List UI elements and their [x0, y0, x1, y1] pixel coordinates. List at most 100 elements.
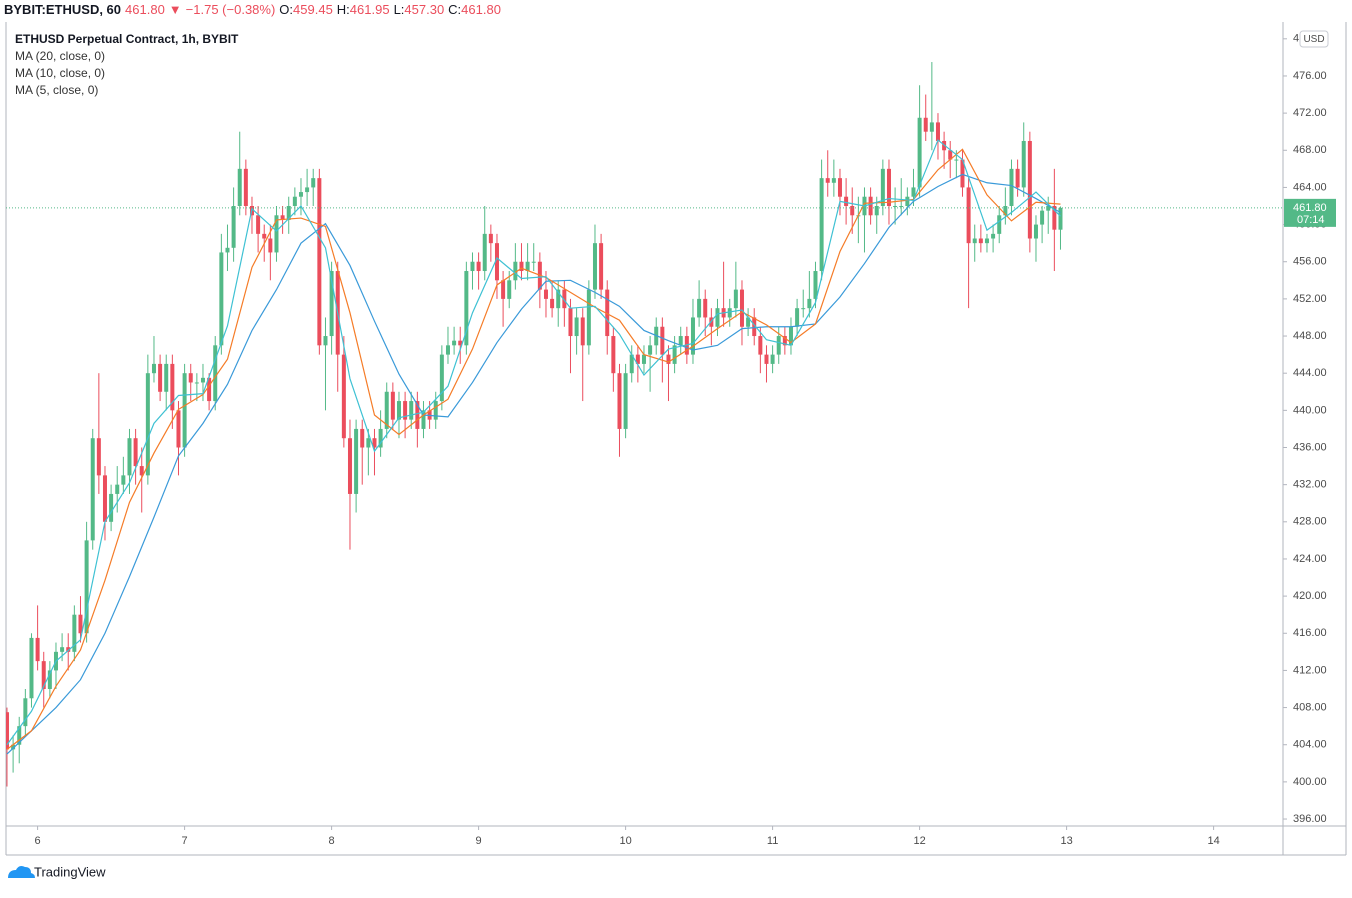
candle-body: [268, 238, 273, 253]
candle-body: [672, 345, 677, 364]
candle-body: [678, 336, 683, 346]
candle-body: [11, 744, 16, 750]
candle-body: [586, 289, 591, 346]
candle-body: [96, 438, 101, 476]
candle-body: [801, 308, 806, 310]
candle-body: [274, 215, 279, 253]
candle-body: [188, 373, 193, 383]
x-tick-label: 9: [476, 835, 482, 847]
x-tick-label: 7: [182, 835, 188, 847]
candle-body: [458, 340, 463, 346]
ohlc-value: 457.30: [404, 2, 445, 17]
candle-body: [84, 540, 89, 634]
candle-body: [1033, 224, 1038, 239]
candle-body: [360, 428, 365, 448]
candle-body: [917, 117, 922, 188]
chart-title: ETHUSD Perpetual Contract, 1h, BYBIT: [15, 32, 239, 46]
ohlc-value: 461.95: [349, 2, 390, 17]
candle-body: [752, 317, 757, 337]
candle-body: [911, 187, 916, 197]
candle-body: [874, 206, 879, 216]
candle-body: [1027, 140, 1032, 239]
candle-body: [966, 187, 971, 244]
candle-body: [23, 698, 28, 727]
y-tick-label: 436.00: [1293, 441, 1327, 453]
y-tick-label: 464.00: [1293, 181, 1327, 193]
candle-body: [127, 438, 132, 476]
candle-body: [133, 438, 138, 467]
last-price: 461.80: [125, 2, 165, 17]
candle-body: [1015, 168, 1020, 188]
candle-body: [494, 243, 499, 281]
y-tick-label: 424.00: [1293, 553, 1327, 565]
candle-body: [807, 298, 812, 309]
candle-body: [445, 345, 450, 355]
y-tick-label: 396.00: [1293, 813, 1327, 825]
candle-body: [78, 614, 83, 634]
candle-body: [935, 122, 940, 141]
ohlc-label: H:: [336, 2, 350, 17]
y-tick-label: 476.00: [1293, 70, 1327, 82]
candle-body: [1052, 206, 1057, 230]
candle-body: [145, 373, 150, 476]
candle-body: [697, 298, 702, 318]
ma-line: [6, 148, 1061, 750]
currency-badge[interactable]: [1299, 30, 1329, 48]
candle-body: [72, 614, 77, 652]
candle-body: [311, 178, 316, 188]
candle-body: [776, 336, 781, 355]
x-tick-label: 12: [913, 835, 925, 847]
candle-body: [592, 243, 597, 290]
candle-body: [948, 150, 953, 160]
candle-body: [758, 336, 763, 355]
candle-body: [286, 206, 291, 220]
candle-body: [403, 401, 408, 420]
candle-body: [482, 233, 487, 272]
x-tick-label: 13: [1060, 835, 1072, 847]
ohlc-label: C:: [448, 2, 462, 17]
candle-body: [905, 196, 910, 207]
candle-body: [329, 271, 334, 337]
x-tick-label: 8: [329, 835, 335, 847]
candle-body: [844, 196, 849, 207]
candle-body: [298, 192, 303, 197]
candle-body: [439, 354, 444, 402]
candle-body: [158, 363, 163, 392]
y-tick-label: 472.00: [1293, 107, 1327, 119]
candle-body: [978, 238, 983, 244]
candle-body: [317, 178, 322, 346]
candle-body: [972, 238, 977, 244]
candle-body: [580, 317, 585, 346]
candle-body: [409, 401, 414, 420]
candle-body: [488, 233, 493, 244]
x-tick-label: 6: [35, 835, 41, 847]
candle-body: [868, 196, 873, 216]
candle-body: [629, 354, 634, 374]
countdown-label: 07:14: [1297, 214, 1325, 226]
candle-body: [366, 438, 371, 448]
candle-body: [997, 215, 1002, 234]
change-arrow: ▼: [168, 2, 182, 17]
candle-body: [194, 382, 199, 384]
candle-body: [470, 261, 475, 272]
candle-body: [1058, 207, 1063, 230]
y-tick-label: 440.00: [1293, 404, 1327, 416]
candle-body: [519, 261, 524, 272]
candle-body: [237, 168, 242, 207]
candle-body: [164, 363, 169, 392]
candle-body: [1003, 206, 1008, 216]
candle-body: [550, 298, 555, 309]
candle-body: [641, 354, 646, 364]
candle-body: [347, 438, 352, 494]
ohlc-item: C:461.80: [448, 2, 501, 17]
ohlc-label: O:: [279, 2, 294, 17]
price-axis: 396.00 400.00 404.00 408.00 412.00 416.00 420.…: [35, 33, 1327, 847]
candle-body: [819, 178, 824, 272]
candle-body: [323, 336, 328, 346]
ohlc-item: L:457.30: [394, 2, 445, 17]
candle-body: [635, 354, 640, 364]
candle-body: [991, 233, 996, 239]
candle-body: [960, 159, 965, 188]
